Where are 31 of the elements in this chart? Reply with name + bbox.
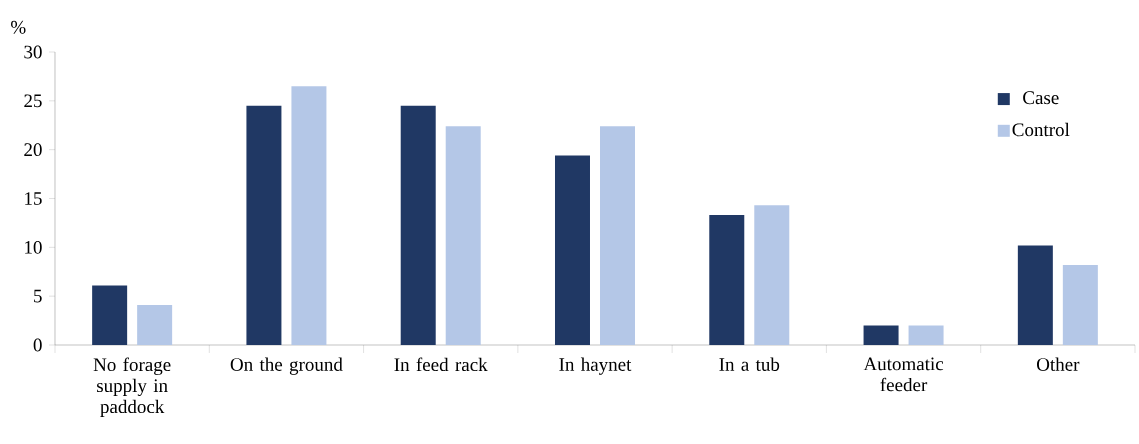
x-tick-label: In a tub bbox=[719, 357, 780, 371]
y-axis-title: % bbox=[11, 20, 26, 34]
bar bbox=[246, 105, 282, 345]
bar bbox=[400, 105, 436, 345]
bar bbox=[92, 285, 128, 345]
y-tick-label: 0 bbox=[33, 338, 42, 352]
x-tick-label: No forage supply in paddock bbox=[93, 357, 171, 417]
y-tick-label: 5 bbox=[34, 289, 42, 303]
y-tick-label: 15 bbox=[25, 192, 42, 205]
bar bbox=[863, 325, 899, 345]
legend-label: Control bbox=[1012, 122, 1070, 137]
bar bbox=[599, 126, 635, 345]
x-tick-label: Automatic feeder bbox=[863, 357, 944, 392]
y-tick-label: 20 bbox=[24, 143, 42, 157]
bar bbox=[1017, 245, 1053, 345]
x-tick-label: In haynet bbox=[559, 357, 632, 375]
bar bbox=[1062, 264, 1098, 345]
x-tick-label: Other bbox=[1037, 357, 1080, 371]
bar bbox=[908, 325, 944, 345]
legend-label: Case bbox=[1023, 91, 1059, 105]
x-tick-label: On the ground bbox=[230, 357, 343, 375]
x-tick-label: In feed rack bbox=[394, 357, 488, 372]
y-tick-label: 10 bbox=[25, 240, 42, 254]
bar bbox=[709, 215, 745, 345]
bar bbox=[137, 304, 173, 345]
bar bbox=[754, 205, 790, 345]
y-tick-label: 25 bbox=[24, 94, 42, 108]
bar bbox=[291, 86, 327, 345]
bar bbox=[554, 155, 590, 345]
y-tick-label: 30 bbox=[24, 45, 42, 59]
bar bbox=[445, 126, 481, 345]
